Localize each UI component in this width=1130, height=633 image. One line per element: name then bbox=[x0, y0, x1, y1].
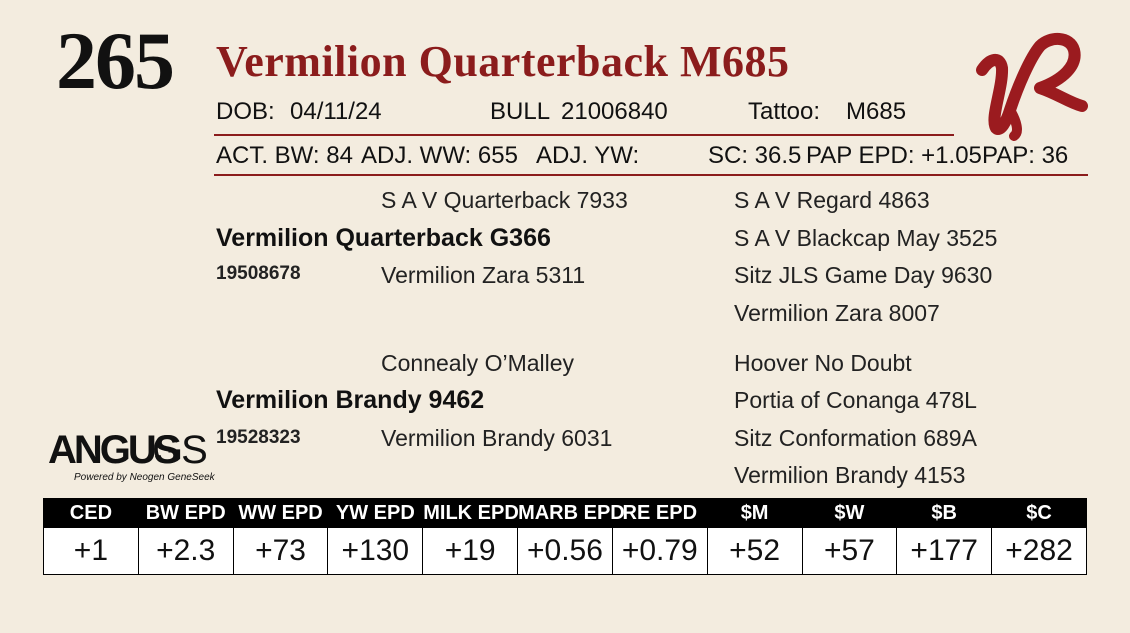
sire-dam-sire: Sitz JLS Game Day 9630 bbox=[734, 262, 993, 288]
tattoo-label: Tattoo: bbox=[748, 98, 821, 125]
info-row-1: DOB: 04/11/24 BULL 21006840 Tattoo: M685 bbox=[216, 98, 956, 126]
logo-tagline: Powered by Neogen GeneSeek bbox=[74, 472, 215, 483]
angus-gs-logo: ANGUS GS Powered by Neogen GeneSeek bbox=[48, 428, 215, 490]
ranch-brand-icon bbox=[976, 33, 1088, 141]
epd-header-bw: BW EPD bbox=[137, 498, 234, 528]
epd-header-m: $M bbox=[706, 498, 803, 528]
sire-registration: 19508678 bbox=[216, 263, 301, 284]
epd-value-m: +52 bbox=[706, 527, 803, 575]
epd-value-ww: +73 bbox=[232, 527, 329, 575]
adjusted-weaning-weight: ADJ. WW: 655 bbox=[361, 142, 518, 169]
sire-sire-dam: S A V Blackcap May 3525 bbox=[734, 225, 998, 251]
info-row-2: ACT. BW: 84 ADJ. WW: 655 ADJ. YW: SC: 36… bbox=[216, 142, 1090, 170]
epd-header-ww: WW EPD bbox=[232, 498, 329, 528]
dam-registration: 19528323 bbox=[216, 427, 301, 448]
pap-epd: PAP EPD: +1.05 bbox=[806, 142, 982, 169]
adjusted-yearling-weight: ADJ. YW: bbox=[536, 142, 640, 169]
epd-header-ced: CED bbox=[43, 498, 139, 528]
dam-name: Vermilion Brandy 9462 bbox=[216, 386, 485, 414]
epd-value-bw: +2.3 bbox=[137, 527, 234, 575]
animal-name: Vermilion Quarterback M685 bbox=[216, 37, 790, 86]
pap-score: PAP: 36 bbox=[982, 142, 1069, 169]
epd-value-w: +57 bbox=[801, 527, 898, 575]
tattoo-value: M685 bbox=[846, 98, 907, 125]
sire-dam-dam: Vermilion Zara 8007 bbox=[734, 300, 940, 326]
epd-header-marb: MARB EPD bbox=[517, 498, 625, 528]
sex-label: BULL bbox=[490, 98, 551, 125]
divider-rule bbox=[214, 174, 1088, 176]
sire-dam: Vermilion Zara 5311 bbox=[381, 262, 586, 288]
epd-header-row: CED BW EPD WW EPD YW EPD MILK EPD MARB E… bbox=[43, 498, 1087, 528]
sire-sire: S A V Quarterback 7933 bbox=[381, 187, 628, 213]
dob-value: 04/11/24 bbox=[290, 98, 382, 125]
actual-birth-weight: ACT. BW: 84 bbox=[216, 142, 353, 169]
epd-value-re: +0.79 bbox=[611, 527, 708, 575]
epd-header-re: RE EPD bbox=[611, 498, 708, 528]
epd-header-b: $B bbox=[896, 498, 993, 528]
gs-wordmark: GS bbox=[152, 428, 208, 472]
registration-number: 21006840 bbox=[561, 98, 668, 125]
sire-name: Vermilion Quarterback G366 bbox=[216, 224, 551, 252]
lot-number: 265 bbox=[56, 15, 175, 106]
angus-wordmark: ANGUS bbox=[48, 428, 180, 472]
dam-dam-dam: Vermilion Brandy 4153 bbox=[734, 462, 966, 488]
scrotal-circumference: SC: 36.5 bbox=[708, 142, 802, 169]
epd-header-c: $C bbox=[991, 498, 1087, 528]
epd-value-milk: +19 bbox=[422, 527, 519, 575]
epd-header-milk: MILK EPD bbox=[422, 498, 519, 528]
epd-value-yw: +130 bbox=[327, 527, 424, 575]
epd-value-marb: +0.56 bbox=[517, 527, 613, 575]
epd-value-row: +1 +2.3 +73 +130 +19 +0.56 +0.79 +52 +57… bbox=[43, 527, 1087, 575]
sire-sire-sire: S A V Regard 4863 bbox=[734, 187, 930, 213]
epd-value-c: +282 bbox=[991, 527, 1087, 575]
dam-dam-sire: Sitz Conformation 689A bbox=[734, 425, 977, 451]
epd-value-b: +177 bbox=[896, 527, 993, 575]
epd-header-yw: YW EPD bbox=[327, 498, 424, 528]
dob-label: DOB: bbox=[216, 98, 275, 125]
dam-dam: Vermilion Brandy 6031 bbox=[381, 425, 613, 451]
dam-sire-dam: Portia of Conanga 478L bbox=[734, 387, 977, 413]
epd-header-w: $W bbox=[801, 498, 898, 528]
dam-sire: Connealy O’Malley bbox=[381, 350, 575, 376]
divider-rule bbox=[214, 134, 954, 136]
dam-sire-sire: Hoover No Doubt bbox=[734, 350, 912, 376]
epd-value-ced: +1 bbox=[43, 527, 139, 575]
epd-table: CED BW EPD WW EPD YW EPD MILK EPD MARB E… bbox=[43, 498, 1087, 575]
